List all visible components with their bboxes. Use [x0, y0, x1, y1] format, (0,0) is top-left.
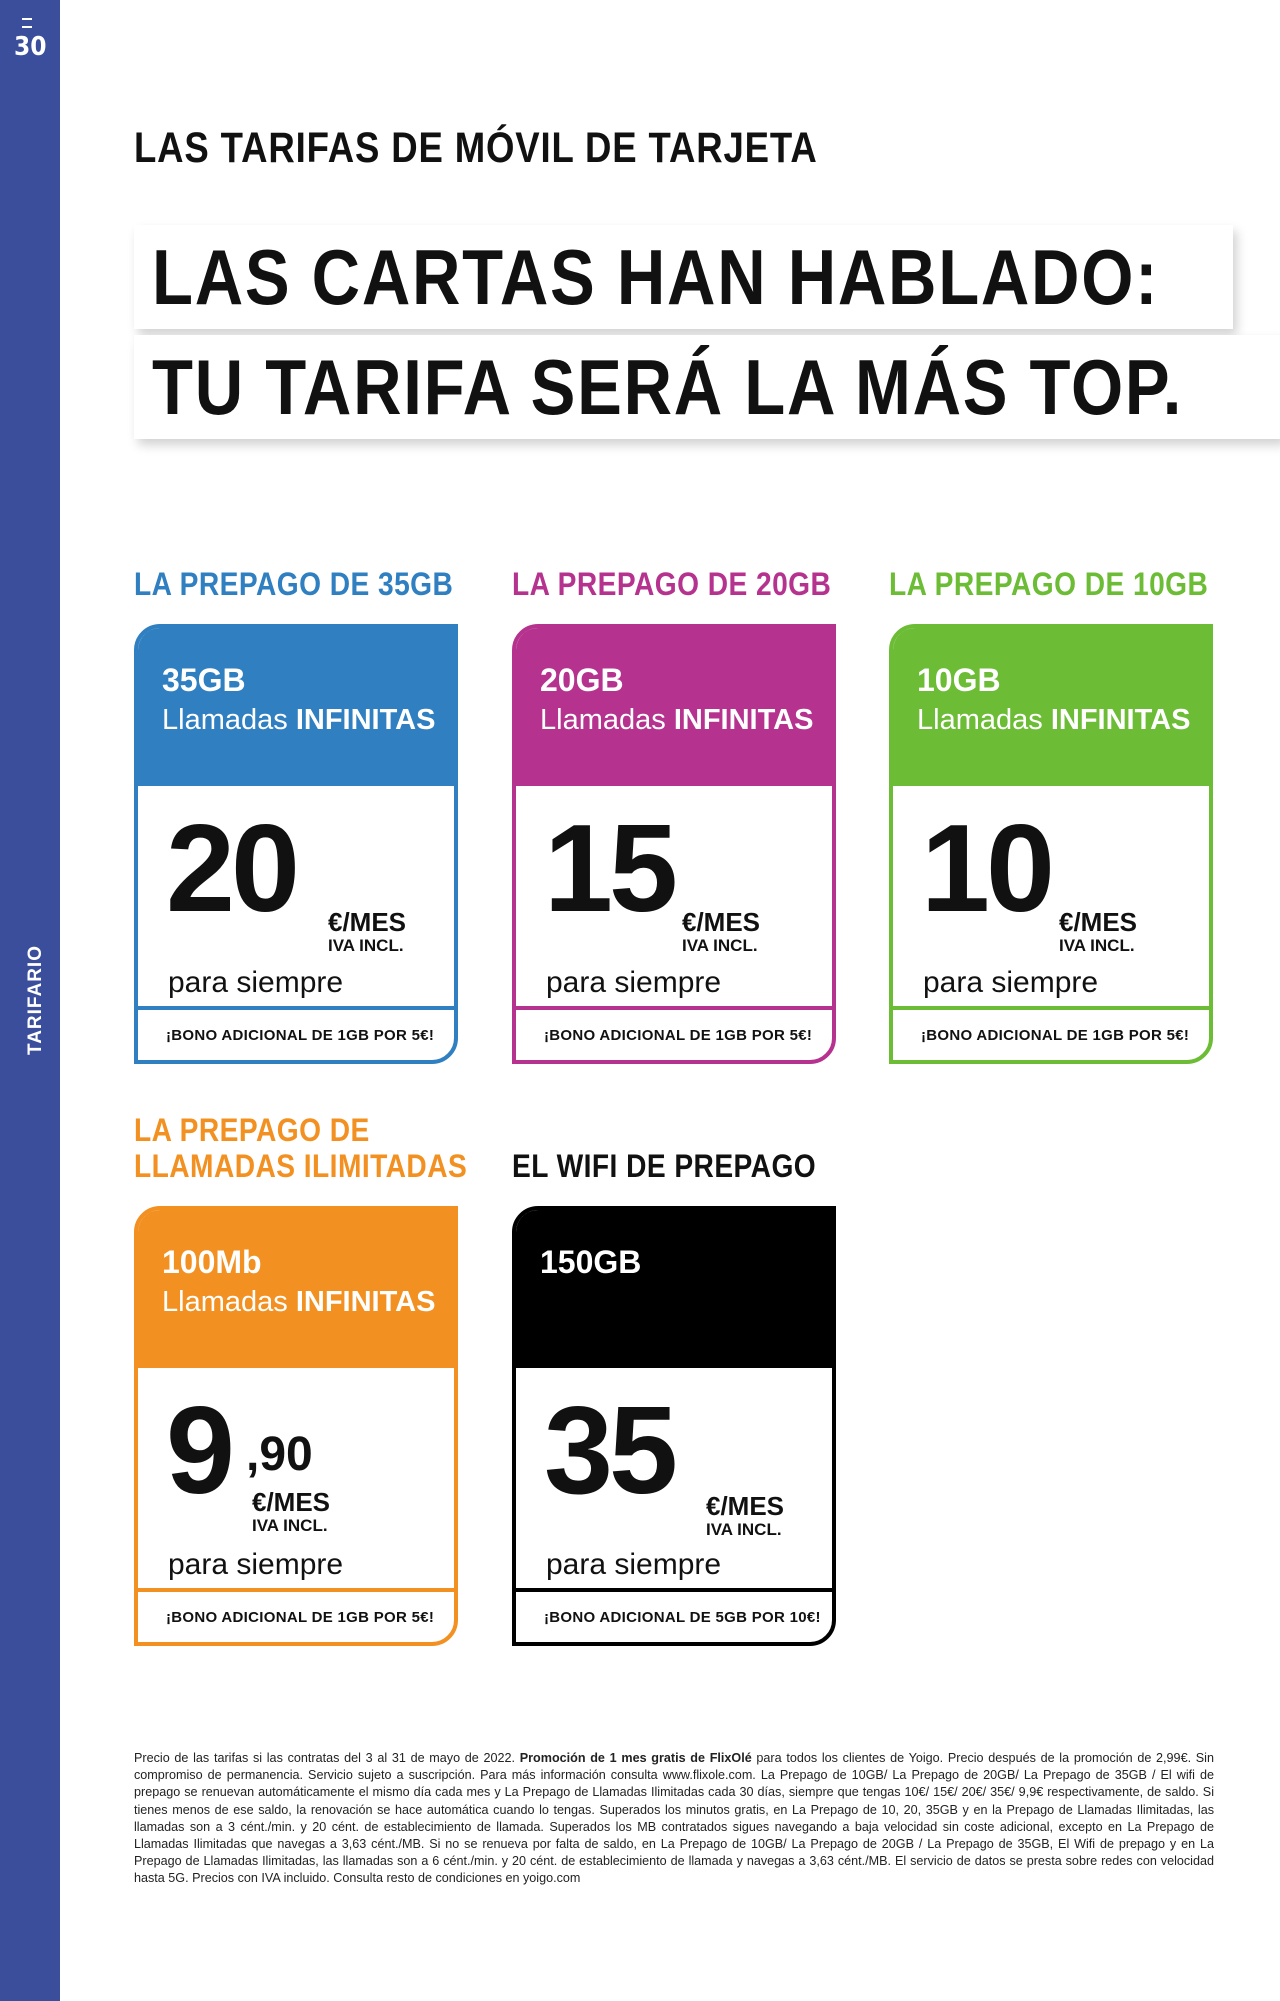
card-title-20gb: LA PREPAGO DE 20GB — [512, 566, 832, 602]
card-price: 20 — [166, 800, 300, 938]
card-forever: para siempre — [546, 1548, 722, 1581]
card-data: 100Mb — [162, 1244, 262, 1280]
headline-text-1: LAS CARTAS HAN HABLADO: — [152, 232, 1160, 321]
plan-card-wifi[interactable]: 150GB 35 €/MES IVA INCL. para siempre ¡B… — [512, 1206, 836, 1646]
card-title-line1: LA PREPAGO DE — [134, 1112, 370, 1148]
card-cents: ,90 — [246, 1428, 313, 1481]
card-data: 10GB — [917, 662, 1001, 698]
page-number: 30 — [14, 32, 47, 62]
card-calls: Llamadas INFINITAS — [917, 704, 1191, 736]
card-data: 20GB — [540, 662, 624, 698]
card-data: 35GB — [162, 662, 246, 698]
page-marker-icon — [22, 18, 32, 28]
plan-card-10gb[interactable]: 10GB Llamadas INFINITAS 10 €/MES IVA INC… — [889, 624, 1213, 1064]
card-unit: €/MES — [706, 1491, 785, 1521]
plan-card-llamadas[interactable]: 100Mb Llamadas INFINITAS 9 ,90 €/MES IVA… — [134, 1206, 458, 1646]
card-iva: IVA INCL. — [1059, 936, 1135, 955]
card-price: 10 — [921, 800, 1055, 938]
card-price: 35 — [544, 1382, 678, 1520]
card-iva: IVA INCL. — [706, 1520, 782, 1539]
card-bonus: ¡BONO ADICIONAL DE 1GB POR 5€! — [138, 1006, 454, 1060]
card-forever: para siempre — [923, 966, 1099, 999]
card-calls: Llamadas INFINITAS — [162, 1286, 436, 1318]
card-price: 15 — [544, 800, 678, 938]
card-forever: para siempre — [168, 1548, 344, 1581]
card-header: 35GB Llamadas INFINITAS — [138, 628, 454, 786]
headline-line-2: TU TARIFA SERÁ LA MÁS TOP. — [134, 335, 1280, 439]
card-unit: €/MES — [682, 907, 761, 937]
card-unit: €/MES — [1059, 907, 1138, 937]
card-title-35gb: LA PREPAGO DE 35GB — [134, 566, 454, 602]
card-data: 150GB — [540, 1244, 642, 1280]
card-forever: para siempre — [546, 966, 722, 999]
card-calls: Llamadas INFINITAS — [540, 704, 814, 736]
card-iva: IVA INCL. — [682, 936, 758, 955]
card-title-wifi: EL WIFI DE PREPAGO — [512, 1148, 817, 1184]
card-iva: IVA INCL. — [328, 936, 404, 955]
section-title: LAS TARIFAS DE MÓVIL DE TARJETA — [134, 124, 818, 172]
card-bonus: ¡BONO ADICIONAL DE 1GB POR 5€! — [138, 1588, 454, 1642]
card-bonus: ¡BONO ADICIONAL DE 1GB POR 5€! — [893, 1006, 1209, 1060]
headline-line-1: LAS CARTAS HAN HABLADO: — [134, 225, 1233, 329]
card-title-llamadas: LA PREPAGO DE LLAMADAS ILIMITADAS — [134, 1112, 467, 1184]
headline-text-2: TU TARIFA SERÁ LA MÁS TOP. — [152, 342, 1184, 431]
card-header: 20GB Llamadas INFINITAS — [516, 628, 832, 786]
plan-card-20gb[interactable]: 20GB Llamadas INFINITAS 15 €/MES IVA INC… — [512, 624, 836, 1064]
card-header: 150GB — [516, 1210, 832, 1368]
card-bonus: ¡BONO ADICIONAL DE 1GB POR 5€! — [516, 1006, 832, 1060]
card-header: 10GB Llamadas INFINITAS — [893, 628, 1209, 786]
card-iva: IVA INCL. — [252, 1516, 328, 1535]
sidebar: 30 TARIFARIO — [0, 0, 60, 2001]
card-bonus: ¡BONO ADICIONAL DE 5GB POR 10€! — [516, 1588, 832, 1642]
card-title-10gb: LA PREPAGO DE 10GB — [889, 566, 1209, 602]
plan-card-35gb[interactable]: 35GB Llamadas INFINITAS 20 €/MES IVA INC… — [134, 624, 458, 1064]
card-forever: para siempre — [168, 966, 344, 999]
card-unit: €/MES — [328, 907, 407, 937]
card-unit: €/MES — [252, 1487, 331, 1517]
side-label: TARIFARIO — [25, 945, 46, 1055]
card-title-line2: LLAMADAS ILIMITADAS — [134, 1148, 468, 1184]
card-header: 100Mb Llamadas INFINITAS — [138, 1210, 454, 1368]
legal-text: Precio de las tarifas si las contratas d… — [134, 1751, 1214, 1886]
card-calls: Llamadas INFINITAS — [162, 704, 436, 736]
card-price: 9 — [166, 1382, 235, 1520]
